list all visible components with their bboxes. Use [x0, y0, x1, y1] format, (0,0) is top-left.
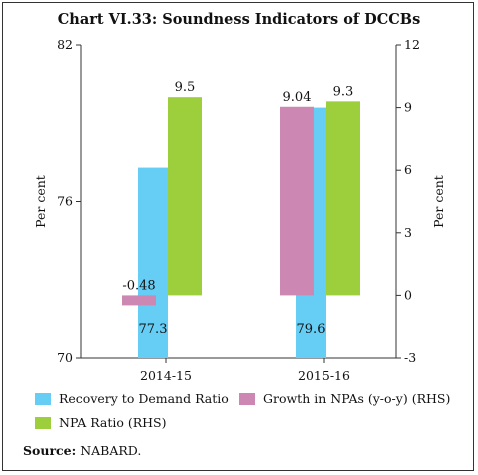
left-axis-title: Per cent: [33, 175, 48, 228]
legend-label-growth-npa: Growth in NPAs (y-o-y) (RHS): [263, 391, 451, 406]
legend-swatch-recovery: [35, 392, 51, 405]
legend-swatch-npa-ratio: [35, 416, 51, 429]
chart-title: Chart VI.33: Soundness Indicators of DCC…: [57, 11, 421, 28]
source-text: NABARD.: [80, 443, 142, 458]
right-tick-label: -3: [404, 350, 416, 365]
bar-npa-ratio: [326, 101, 360, 296]
bar-npa-ratio: [168, 97, 202, 296]
right-tick-label: 3: [404, 225, 412, 240]
legend-label-npa-ratio: NPA Ratio (RHS): [59, 415, 167, 430]
legend-item-recovery: Recovery to Demand Ratio: [35, 391, 229, 406]
legend-item-growth-npa: Growth in NPAs (y-o-y) (RHS): [239, 391, 450, 406]
left-tick-label: 70: [57, 350, 73, 365]
right-axis-title: Per cent: [431, 175, 446, 228]
data-label-npa-ratio: 9.5: [175, 80, 196, 95]
right-tick-label: 0: [404, 287, 412, 302]
bar-growth-npa: [280, 106, 314, 296]
data-label-npa-ratio: 9.3: [333, 84, 354, 99]
legend-swatch-growth-npa: [239, 392, 255, 405]
right-tick-label: 9: [404, 100, 412, 115]
legend-label-recovery: Recovery to Demand Ratio: [59, 391, 229, 406]
source-label: Source:: [23, 443, 77, 458]
left-tick-label: 82: [57, 37, 73, 52]
left-tick-label: 76: [57, 194, 73, 209]
x-tick-label: 2015-16: [298, 368, 350, 383]
right-tick-label: 12: [404, 37, 420, 52]
legend-item-npa-ratio: NPA Ratio (RHS): [35, 415, 167, 430]
data-label-recovery: 77.3: [139, 322, 168, 337]
data-label-recovery: 79.6: [297, 322, 326, 337]
chart-frame: Chart VI.33: Soundness Indicators of DCC…: [2, 2, 474, 471]
data-label-growth-npa: -0.48: [122, 278, 155, 293]
x-tick-label: 2014-15: [140, 368, 192, 383]
source-note: Source: NABARD.: [23, 443, 141, 458]
right-tick-label: 6: [404, 162, 412, 177]
data-label-growth-npa: 9.04: [283, 90, 312, 105]
chart-plot: 70 76 82 -3 0 3 6 9 12 Per cent Per cent 2014-15 77.…: [33, 37, 446, 383]
bar-recovery: [138, 167, 168, 358]
bar-growth-npa: [122, 295, 156, 306]
